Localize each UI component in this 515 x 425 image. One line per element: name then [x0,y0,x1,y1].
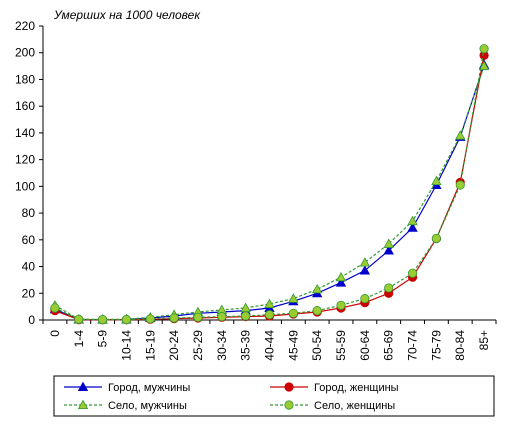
legend-marker [77,399,89,410]
x-tick-label: 35-39 [239,330,253,361]
y-tick-label: 80 [22,206,36,220]
data-point [407,268,418,278]
x-tick-label: 50-54 [310,330,324,361]
legend-item: Город, мужчины [64,381,190,394]
x-tick-label: 80-84 [453,330,467,361]
data-point [193,312,203,322]
x-tick-label: 60-64 [358,330,372,361]
data-point [384,283,394,293]
legend: Город, мужчины Город, женщины Село, мужчин… [53,375,495,417]
legend-label: Село, мужчины [108,400,187,412]
data-point [407,215,418,226]
x-tick-label: 55-59 [334,330,348,361]
data-point [359,257,371,267]
x-tick-label: 10-14 [119,330,133,361]
data-point [383,245,394,255]
series-3 [49,60,490,324]
y-tick-label: 120 [15,153,35,167]
y-tick-label: 20 [22,286,36,300]
data-point [455,130,466,140]
y-tick-label: 100 [15,179,35,193]
legend-item: Город, женщины [270,382,399,394]
x-tick-label: 45-49 [286,330,300,361]
data-point [478,60,490,71]
x-tick-label: 15-19 [143,330,157,361]
data-point [479,44,489,54]
data-point [360,294,370,304]
legend-marker [284,400,294,410]
y-tick-label: 60 [22,233,36,247]
data-point [288,308,298,318]
data-point [335,271,347,282]
legend-label: Город, мужчины [108,382,190,394]
legend-item: Село, мужчины [64,399,187,412]
legend-marker [284,382,294,392]
x-tick-label: 5-9 [96,330,110,348]
y-axis-ticks: 0 20 40 60 80 100 120 140 160 180 200 220 [15,19,43,327]
y-tick-label: 220 [15,19,35,33]
series-line [54,48,485,321]
x-axis-ticks: 0 1-4 5-9 10-14 15-19 20-24 25-29 30-34 35-39 40-… [42,320,497,361]
data-point [431,175,442,186]
data-point [383,238,394,248]
data-point [455,180,465,190]
series-1 [49,59,490,324]
data-point [336,300,346,310]
data-point [312,306,322,316]
x-tick-label: 1-4 [72,330,86,348]
data-point [407,222,418,232]
y-tick-label: 200 [15,46,35,60]
data-point [74,314,84,324]
data-point [240,302,251,312]
x-tick-label: 20-24 [167,330,181,361]
data-point [264,298,275,308]
data-point [312,283,323,294]
data-point [145,314,155,324]
legend-label: Село, женщины [314,400,395,412]
data-point [335,277,347,287]
y-tick-label: 40 [22,260,36,274]
series-2 [50,50,489,325]
x-tick-label: 70-74 [406,330,420,361]
data-point [50,303,60,313]
y-tick-label: 180 [15,72,35,86]
x-tick-label: 30-34 [215,330,229,361]
x-tick-label: 40-44 [263,330,277,361]
series-line [54,55,485,321]
data-point [169,313,179,323]
data-point [241,311,251,321]
x-tick-label: 85+ [477,330,491,350]
chart-title: Умерших на 1000 человек [53,8,201,22]
y-tick-label: 140 [15,126,35,140]
data-point [217,312,227,322]
x-tick-label: 75-79 [429,330,443,361]
legend-marker [77,381,89,392]
y-tick-label: 160 [15,99,35,113]
series-layer [49,44,490,325]
series-4 [50,44,489,325]
data-point [359,265,371,275]
x-tick-label: 65-69 [382,330,396,361]
series-line [54,65,485,321]
legend-item: Село, женщины [270,400,395,412]
axes [42,26,496,321]
legend-label: Город, женщины [314,382,399,394]
data-point [98,314,108,325]
data-point [264,310,275,320]
y-tick-label: 0 [28,313,35,327]
series-line [54,64,485,321]
data-point [121,314,132,325]
x-tick-label: 25-29 [191,330,205,361]
data-point [288,293,299,303]
x-tick-label: 0 [48,330,62,337]
data-point [431,233,441,244]
legend-box [53,375,495,417]
